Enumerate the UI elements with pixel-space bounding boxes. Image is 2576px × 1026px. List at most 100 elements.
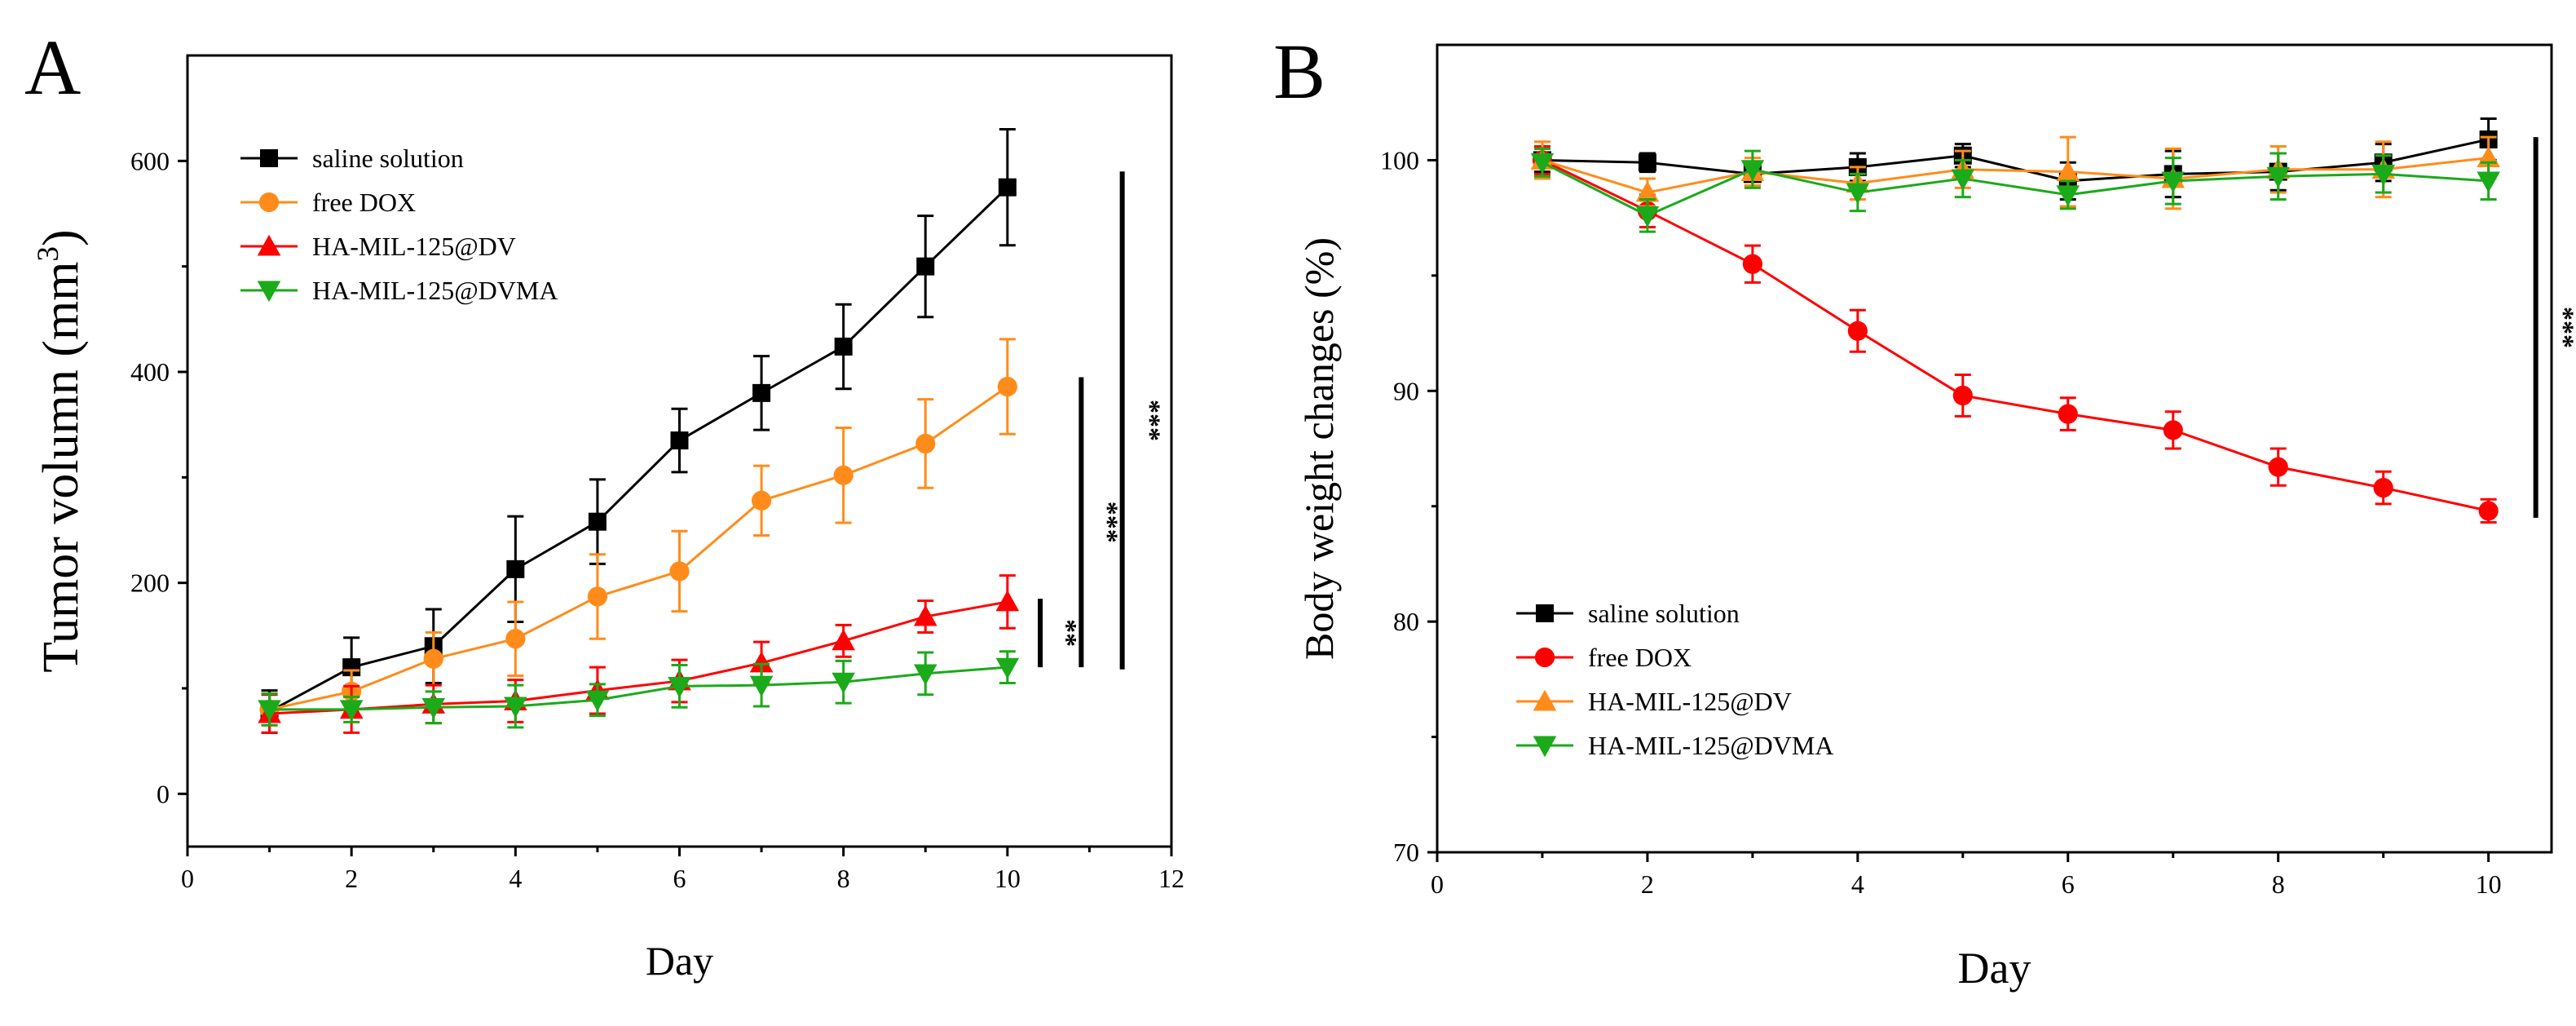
series-line <box>269 385 1008 711</box>
data-point <box>1951 169 1975 191</box>
data-point <box>834 337 853 356</box>
data-point <box>2478 501 2499 521</box>
panel-label: A <box>24 24 81 111</box>
y-tick-label: 100 <box>1380 145 1419 175</box>
panel-b: B 0 2 4 6 8 10 70 80 90 100 Day Body weight changes … <box>1273 28 2576 993</box>
data-point <box>421 697 446 719</box>
series-line <box>268 186 1008 713</box>
x-tick-label: 4 <box>509 864 522 893</box>
panel-label: B <box>1273 28 1325 115</box>
data-point <box>749 675 774 697</box>
x-axis-label: Day <box>646 938 713 984</box>
x-tick-label: 2 <box>1641 869 1654 899</box>
data-point <box>995 590 1020 612</box>
data-point <box>1847 321 1868 341</box>
series-line <box>1542 138 2489 183</box>
data-point <box>997 377 1017 397</box>
data-point <box>2268 457 2288 477</box>
legend-marker <box>260 149 278 167</box>
data-point <box>751 490 772 511</box>
data-point <box>995 657 1020 679</box>
legend-marker <box>1533 736 1557 758</box>
x-tick-label: 4 <box>1851 869 1864 899</box>
y-axis-label-close: ) <box>33 229 89 246</box>
y-axis-label-superscript: 3 <box>32 246 65 262</box>
data-point <box>2477 171 2500 193</box>
data-point <box>831 672 855 694</box>
data-point <box>587 586 608 607</box>
legend-marker <box>257 234 281 256</box>
x-tick-label: 6 <box>2062 869 2075 899</box>
series-line <box>1542 157 2489 194</box>
data-point <box>2058 404 2078 424</box>
legend-label: HA-MIL-125@DVMA <box>312 276 558 305</box>
x-tick-label: 10 <box>995 864 1021 893</box>
significance-label: *** <box>2549 307 2576 348</box>
data-point <box>258 700 281 722</box>
data-point <box>2266 166 2290 188</box>
data-point <box>1846 183 1870 205</box>
legend-marker <box>257 281 281 303</box>
data-point <box>504 697 527 719</box>
data-point <box>749 651 774 673</box>
data-point <box>668 676 691 698</box>
data-point <box>2371 164 2395 186</box>
legend-marker <box>1533 689 1557 711</box>
series-line <box>1542 161 2489 217</box>
data-point <box>1635 206 1660 228</box>
data-point <box>670 431 689 450</box>
significance-label: *** <box>1136 400 1166 441</box>
data-point <box>916 257 935 276</box>
data-point <box>2056 160 2080 182</box>
data-point <box>913 664 937 686</box>
legend-label: saline solution <box>1588 599 1740 628</box>
data-point <box>1952 385 1973 406</box>
series-ha-mil-125-dv <box>1530 135 2500 210</box>
legend-label: HA-MIL-125@DV <box>1588 687 1792 716</box>
y-axis-label: Tumor volumn (mm3) <box>32 229 89 672</box>
legend-marker <box>1534 647 1555 668</box>
series-free-dox <box>259 338 1017 727</box>
x-tick-label: 10 <box>2476 869 2502 899</box>
legend-label: HA-MIL-125@DV <box>312 232 516 261</box>
data-point <box>913 604 937 626</box>
panel-a: A 0 2 4 6 8 10 12 0 200 400 600 Day Tumor volumn (mm3… <box>24 24 1184 984</box>
legend-label: saline solution <box>312 144 464 173</box>
y-tick-label: 400 <box>130 357 170 387</box>
y-tick-label: 90 <box>1393 376 1419 405</box>
legend-marker <box>258 192 280 213</box>
data-point <box>669 561 690 582</box>
data-point <box>339 700 364 722</box>
series-saline-solution <box>260 128 1017 734</box>
data-point <box>585 690 610 712</box>
plot-frame <box>1436 43 2553 854</box>
y-tick-label: 0 <box>157 779 170 808</box>
data-point <box>2161 171 2186 193</box>
data-point <box>2056 185 2080 207</box>
data-point <box>833 465 854 485</box>
y-tick-label: 80 <box>1393 607 1419 636</box>
x-tick-label: 8 <box>2272 869 2285 899</box>
data-point <box>505 629 526 649</box>
y-axis-label-main: Body weight changes (%) <box>1296 237 1342 660</box>
data-point <box>831 629 855 651</box>
series-ha-mil-125-dvma <box>1530 147 2500 233</box>
y-axis-label-main: Tumor volumn (mm <box>33 262 89 673</box>
data-point <box>342 658 361 677</box>
series-line <box>269 600 1008 715</box>
series-ha-mil-125-dvma <box>258 650 1020 729</box>
y-axis-label: Body weight changes (%) <box>1296 237 1342 660</box>
legend-label: free DOX <box>1588 643 1692 672</box>
significance-label: ** <box>1052 619 1082 647</box>
data-point <box>1635 180 1660 202</box>
data-point <box>1530 153 1555 175</box>
data-point <box>506 559 525 578</box>
x-tick-label: 6 <box>673 864 686 893</box>
series-line <box>1542 159 2489 512</box>
legend-label: HA-MIL-125@DVMA <box>1588 731 1833 760</box>
x-tick-label: 12 <box>1158 864 1184 893</box>
legend-label: free DOX <box>312 188 416 217</box>
x-tick-label: 0 <box>181 864 194 893</box>
